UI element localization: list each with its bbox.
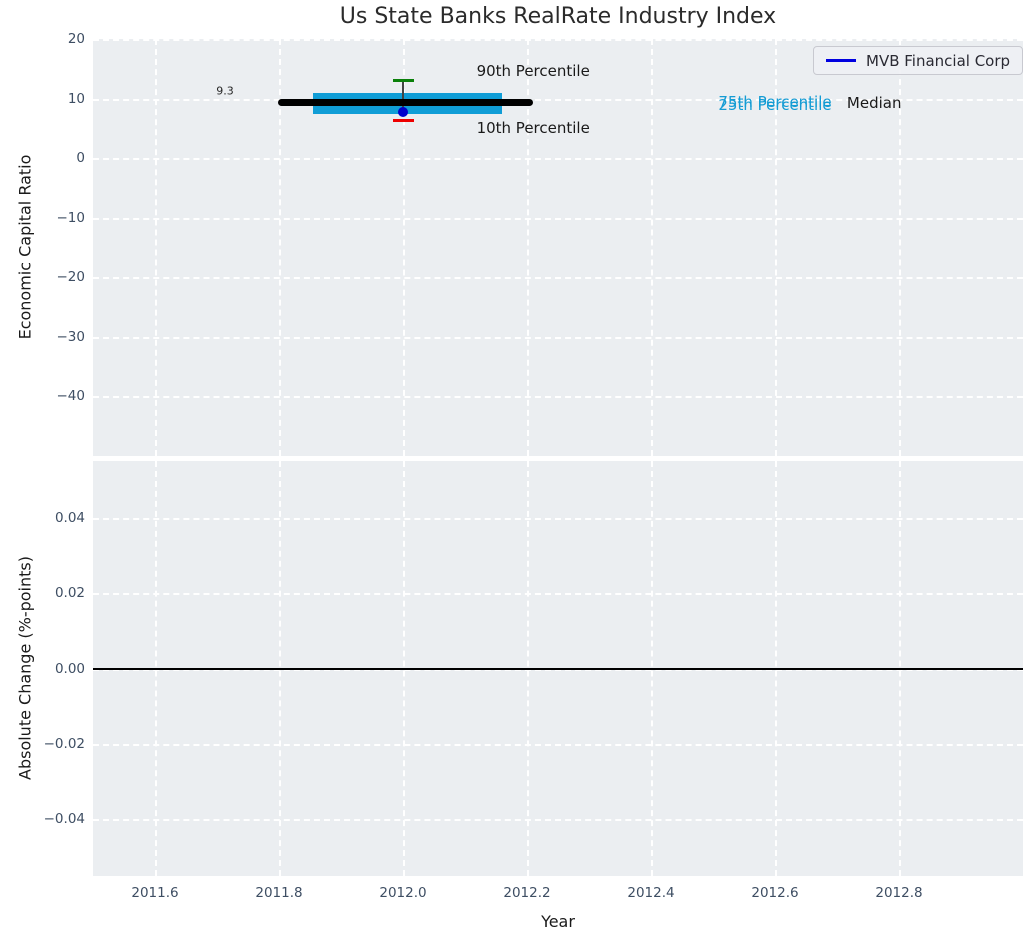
y-gridline <box>93 217 1023 220</box>
y-gridline <box>93 517 1023 520</box>
zero-line <box>93 667 1023 670</box>
p10-cap <box>392 118 414 122</box>
y-gridline <box>93 593 1023 596</box>
chart-title: Us State Banks RealRate Industry Index <box>339 4 777 29</box>
whisker-line <box>402 80 404 112</box>
y-tick-label: 0.02 <box>54 585 85 602</box>
top-y-axis-label: Economic Capital Ratio <box>15 154 35 340</box>
y-gridline <box>93 158 1023 161</box>
y-tick-label: 0.00 <box>54 660 85 677</box>
annotation-p90-label: 90th Percentile <box>476 62 590 81</box>
median-line <box>277 99 534 107</box>
x-tick-label: 2011.8 <box>255 885 303 901</box>
y-gridline <box>93 396 1023 399</box>
x-gridline <box>527 39 529 456</box>
annotation-p25-label: 25th Percentile <box>718 96 832 115</box>
y-tick-label: −10 <box>56 209 86 226</box>
y-gridline <box>93 668 1023 671</box>
y-gridline <box>93 819 1023 822</box>
x-gridline <box>155 39 157 456</box>
y-gridline <box>93 336 1023 339</box>
legend-label: MVB Financial Corp <box>866 51 1011 70</box>
y-tick-label: 10 <box>67 90 85 107</box>
annotation-median-label: Median <box>846 94 902 113</box>
y-gridline <box>93 39 1023 41</box>
y-tick-label: −0.04 <box>43 811 85 828</box>
company-dot <box>398 106 408 117</box>
y-gridline <box>93 743 1023 746</box>
y-tick-label: −40 <box>56 388 86 405</box>
legend-line-sample <box>826 59 856 62</box>
y-tick-label: 20 <box>67 31 85 47</box>
y-tick-label: −0.02 <box>43 735 85 752</box>
annotation-p10-label: 10th Percentile <box>476 119 590 138</box>
x-tick-label: 2012.0 <box>379 885 427 901</box>
x-tick-label: 2012.8 <box>875 885 923 901</box>
y-tick-label: −30 <box>56 328 86 345</box>
x-tick-label: 2012.6 <box>751 885 799 901</box>
bottom-y-axis-label: Absolute Change (%-points) <box>15 556 35 780</box>
y-tick-label: −20 <box>56 269 86 286</box>
x-gridline <box>279 39 281 456</box>
y-tick-label: 0 <box>76 150 85 167</box>
annotation-p75-label: 75th Percentile <box>718 93 832 112</box>
x-gridline <box>403 39 405 456</box>
x-axis-label: Year <box>541 912 575 931</box>
x-gridline <box>651 39 653 456</box>
y-tick-label: 0.04 <box>54 509 85 526</box>
x-tick-label: 2012.2 <box>503 885 551 901</box>
y-gridline <box>93 98 1023 101</box>
legend: MVB Financial Corp <box>813 46 1024 75</box>
x-gridline <box>775 39 777 456</box>
p90-cap <box>392 78 414 82</box>
top-plot-background <box>93 39 1023 456</box>
x-tick-label: 2011.6 <box>131 885 179 901</box>
y-gridline <box>93 277 1023 280</box>
x-gridline <box>899 39 901 456</box>
x-tick-label: 2012.4 <box>627 885 675 901</box>
annotation-median-value: 9.3 <box>216 84 234 98</box>
